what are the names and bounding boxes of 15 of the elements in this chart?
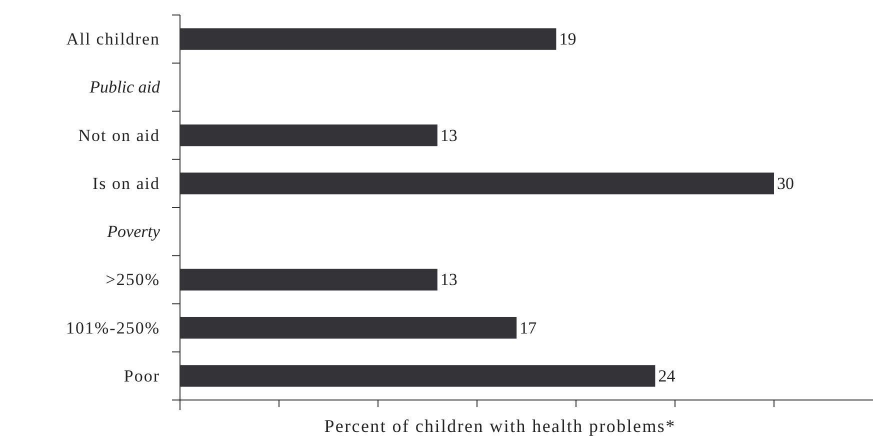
data-label: 30 — [777, 174, 794, 193]
y-tick-label: >250% — [106, 270, 160, 290]
y-tick-label: Not on aid — [78, 126, 160, 145]
y-tick-label: Poor — [124, 366, 160, 386]
x-axis-title: Percent of children with health problems* — [324, 416, 676, 436]
data-label: 24 — [658, 366, 676, 386]
y-tick-label: Is on aid — [92, 174, 160, 193]
y-tick-label: All children — [66, 30, 160, 49]
data-label: 19 — [559, 30, 576, 49]
y-tick-label: 101%-250% — [66, 318, 160, 338]
y-tick-label: Poverty — [106, 222, 160, 242]
data-label: 17 — [520, 318, 538, 338]
y-tick-label: Public aid — [88, 78, 160, 97]
data-label: 13 — [440, 270, 458, 290]
data-label: 13 — [440, 126, 458, 145]
